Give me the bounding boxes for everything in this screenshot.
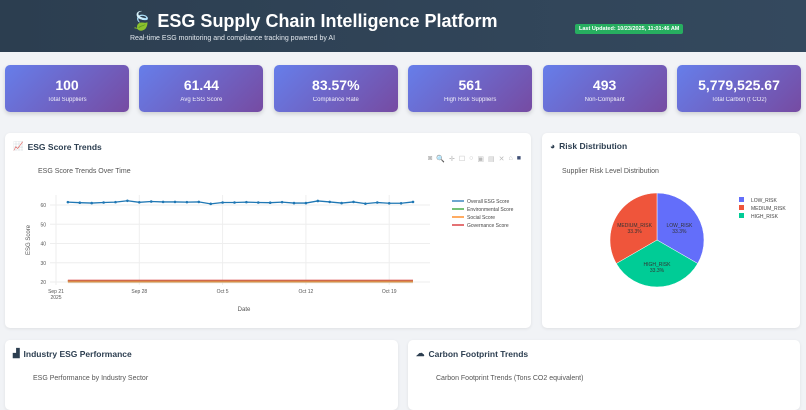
chart-toolbar: ◙ 🔍 ✛ ☐ ○ ▣ ▤ ✕ ⌂ ■ xyxy=(428,155,521,163)
metric-label: High Risk Suppliers xyxy=(444,97,497,103)
trends-panel: 📈 ESG Score Trends ◙ 🔍 ✛ ☐ ○ ▣ ▤ ✕ ⌂ ■ xyxy=(5,133,531,328)
leaf-icon: 🍃 xyxy=(130,11,153,31)
metric-value: 61.44 xyxy=(183,77,219,93)
metric-value: 83.57% xyxy=(312,77,360,93)
metric-label: Total Carbon (t CO2) xyxy=(711,97,767,103)
subtitle: Real-time ESG monitoring and compliance … xyxy=(130,35,336,42)
metric-label: Non-Compliant xyxy=(584,97,625,103)
box-select-icon[interactable]: ☐ xyxy=(458,156,466,163)
lasso-icon[interactable]: ○ xyxy=(469,155,474,162)
metric-label: Total Suppliers xyxy=(47,97,87,103)
reset-icon[interactable]: ⌂ xyxy=(508,155,513,162)
metric-card: 493 Non-Compliant xyxy=(542,65,667,112)
metric-card: 61.44 Avg ESG Score xyxy=(139,65,264,112)
last-updated-badge: Last Updated: 10/23/2025, 11:01:46 AM xyxy=(575,24,684,34)
metric-label: Compliance Rate xyxy=(312,97,359,103)
carbon-chart-title: Carbon Footprint Trends (Tons CO2 equiva… xyxy=(436,375,584,382)
autoscale-icon[interactable]: ✕ xyxy=(498,156,505,163)
metric-value: 100 xyxy=(55,77,79,93)
metric-value: 561 xyxy=(458,77,482,93)
header: 🍃 ESG Supply Chain Intelligence Platform … xyxy=(0,0,806,52)
line-chart-icon: 📈 xyxy=(13,141,24,151)
industry-icon: ▟ xyxy=(13,348,20,358)
metric-card: 561 High Risk Suppliers xyxy=(408,65,533,112)
metric-card: 100 Total Suppliers xyxy=(5,65,129,112)
page-title: 🍃 ESG Supply Chain Intelligence Platform xyxy=(130,11,498,31)
metric-card: 5,779,525.67 Total Carbon (t CO2) xyxy=(677,65,801,112)
carbon-panel: ☁ Carbon Footprint Trends Carbon Footprin… xyxy=(408,340,800,410)
pan-icon[interactable]: ✛ xyxy=(449,156,455,163)
metric-value: 493 xyxy=(592,77,617,93)
industry-panel: ▟ Industry ESG Performance ESG Performanc… xyxy=(5,340,398,410)
zoom-icon[interactable]: 🔍 xyxy=(436,156,446,163)
zoom-out-icon[interactable]: ▤ xyxy=(488,156,495,163)
industry-chart-title: ESG Performance by Industry Sector xyxy=(33,375,149,382)
smog-icon: ☁ xyxy=(416,348,425,358)
metric-card: 83.57% Compliance Rate xyxy=(273,65,398,112)
camera-icon[interactable]: ◙ xyxy=(428,155,433,162)
metric-value: 5,779,525.67 xyxy=(698,77,780,93)
pie-chart-icon: ◕ xyxy=(550,141,556,151)
risk-panel: ◕ Risk Distribution xyxy=(542,133,800,328)
plotly-logo-icon[interactable]: ■ xyxy=(516,155,521,162)
metric-label: Avg ESG Score xyxy=(180,97,223,103)
zoom-in-icon[interactable]: ▣ xyxy=(477,156,485,163)
